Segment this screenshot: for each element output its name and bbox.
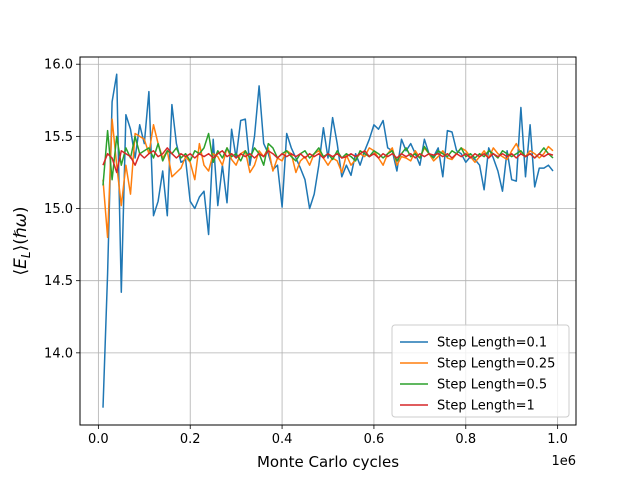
y-tick-label: 15.0 xyxy=(44,202,73,217)
legend-items: Step Length=0.1 Step Length=0.25 Step Leng… xyxy=(400,336,555,414)
legend-label: Step Length=1 xyxy=(437,399,535,414)
series-lines xyxy=(102,73,554,408)
legend-label: Step Length=0.1 xyxy=(437,336,547,351)
x-axis-label: Monte Carlo cycles xyxy=(257,453,399,471)
grid xyxy=(80,57,576,425)
x-tick-label: 1.0 xyxy=(547,432,568,447)
y-tick-label: 14.5 xyxy=(44,274,73,289)
x-tick-label: 0.0 xyxy=(88,432,109,447)
series-line-2 xyxy=(102,118,554,239)
x-tick-label: 0.4 xyxy=(272,432,293,447)
y-axis-label: ⟨EL⟩(ℏω) xyxy=(11,207,33,276)
y-tick-label: 15.5 xyxy=(44,130,73,145)
legend-box xyxy=(391,324,570,418)
series-line-4 xyxy=(102,147,554,174)
legend-label: Step Length=0.25 xyxy=(437,357,555,372)
y-tick-label: 14.0 xyxy=(44,346,73,361)
x-tick-label: 0.8 xyxy=(455,432,476,447)
x-tick-label: 0.2 xyxy=(180,432,201,447)
legend-label: Step Length=0.5 xyxy=(437,378,547,393)
legend: Step Length=0.1 Step Length=0.25 Step Leng… xyxy=(391,324,570,418)
plot-frame xyxy=(79,56,577,426)
axis-ticks: 0.0 0.2 0.4 0.6 0.8 1.0 14.0 14.5 15.0 15.5 16.0 xyxy=(44,58,568,447)
y-tick-label: 16.0 xyxy=(44,58,73,73)
x-tick-label: 0.6 xyxy=(364,432,385,447)
x-axis-scale-label: 1e6 xyxy=(551,454,576,469)
